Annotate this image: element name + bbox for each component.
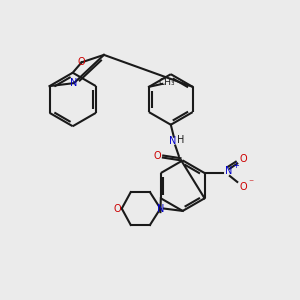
Text: O: O [239,182,247,192]
Text: O: O [113,204,121,214]
Text: H: H [177,136,184,146]
Text: N: N [225,166,232,176]
Text: O: O [78,57,86,67]
Text: +: + [232,161,238,170]
Text: N: N [169,136,176,146]
Text: O: O [154,151,161,161]
Text: N: N [157,204,164,214]
Text: O: O [240,154,247,164]
Text: CH₃: CH₃ [158,78,175,87]
Text: N: N [70,78,78,88]
Text: ⁻: ⁻ [248,178,253,188]
